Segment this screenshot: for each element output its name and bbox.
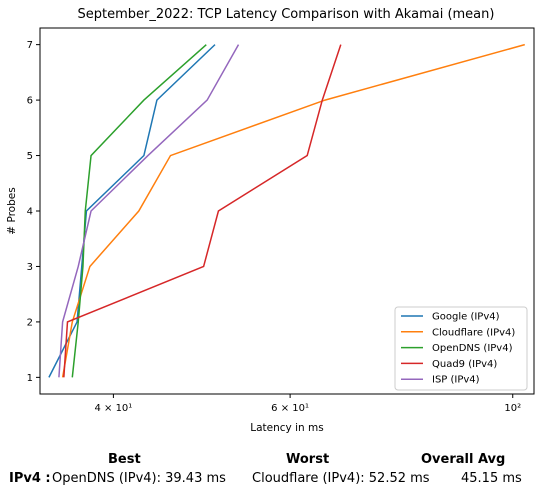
legend-label-opendns-ipv4: OpenDNS (IPv4) <box>432 343 513 354</box>
y-tick-label: 6 <box>27 96 33 107</box>
series-line-google-ipv4 <box>48 44 216 378</box>
y-axis-label: # Probes <box>6 187 18 234</box>
legend-label-google-ipv4: Google (IPv4) <box>432 312 500 323</box>
x-tick-label: 10² <box>504 403 521 414</box>
y-tick-label: 2 <box>27 317 33 328</box>
y-tick-label: 7 <box>27 40 33 51</box>
series-line-quad9-ipv4 <box>63 44 342 378</box>
x-axis-label: Latency in ms <box>250 422 323 434</box>
summary-row-label: IPv4 : <box>9 471 51 486</box>
y-axis-ticks: 1 2 3 4 5 6 7 <box>27 40 40 384</box>
plot-lines <box>48 43 525 378</box>
chart-title: September_2022: TCP Latency Comparison w… <box>78 7 495 22</box>
series-line-cloudflare-ipv4 <box>61 43 525 378</box>
y-tick-label: 5 <box>27 151 33 162</box>
legend-box <box>394 306 528 391</box>
legend-label-quad9-ipv4: Quad9 (IPv4) <box>432 359 497 370</box>
summary-header-worst: Worst <box>286 452 330 467</box>
summary-header-overall: Overall Avg <box>421 452 506 467</box>
legend-label-cloudflare-ipv4: Cloudflare (IPv4) <box>432 327 515 338</box>
summary-header-best: Best <box>108 452 141 467</box>
x-tick-label: 4 × 10¹ <box>94 403 132 414</box>
y-tick-label: 1 <box>27 373 33 384</box>
summary-worst-value: Cloudflare (IPv4): 52.52 ms <box>252 471 430 486</box>
legend: Google (IPv4) Cloudflare (IPv4) OpenDNS (I… <box>394 306 528 391</box>
series-line-opendns-ipv4 <box>71 44 207 378</box>
summary-overall-value: 45.15 ms <box>461 471 522 486</box>
y-tick-label: 3 <box>27 262 33 273</box>
summary-best-value: OpenDNS (IPv4): 39.43 ms <box>52 471 226 486</box>
legend-label-isp-ipv4: ISP (IPv4) <box>432 375 480 386</box>
y-tick-label: 4 <box>27 207 33 218</box>
x-tick-label: 6 × 10¹ <box>271 403 309 414</box>
x-axis-ticks: 4 × 10¹ 6 × 10¹ 10² <box>94 394 521 414</box>
legend-items: Google (IPv4) Cloudflare (IPv4) OpenDNS (I… <box>401 312 515 386</box>
series-line-isp-ipv4 <box>58 44 240 378</box>
